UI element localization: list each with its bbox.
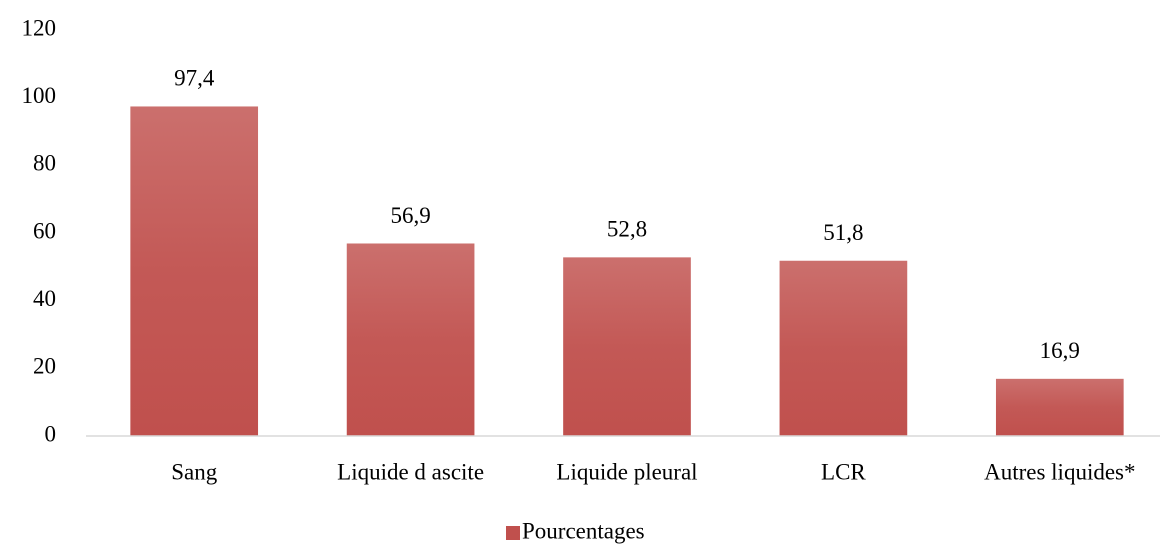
data-label: 52,8 [607, 217, 647, 242]
y-tick-label: 40 [33, 286, 56, 311]
y-tick-label: 60 [33, 218, 56, 243]
data-label: 51,8 [823, 220, 863, 245]
legend-label: Pourcentages [522, 518, 645, 543]
bar [346, 243, 475, 436]
y-tick-label: 20 [33, 354, 56, 379]
legend-swatch [506, 526, 520, 540]
data-label: 97,4 [174, 66, 215, 91]
x-tick-label: Liquide pleural [556, 459, 697, 484]
bar [563, 257, 691, 436]
bar [779, 260, 908, 436]
y-tick-label: 80 [33, 151, 56, 176]
x-tick-label: Liquide d ascite [337, 459, 484, 484]
x-tick-label: LCR [821, 459, 866, 484]
bar [995, 378, 1124, 436]
y-tick-label: 100 [22, 83, 57, 108]
data-label: 56,9 [390, 203, 430, 228]
x-tick-label: Sang [171, 459, 218, 484]
y-tick-label: 0 [45, 421, 57, 446]
y-tick-label: 120 [22, 15, 57, 40]
x-tick-label: Autres liquides* [984, 459, 1135, 484]
data-label: 16,9 [1040, 338, 1080, 363]
bar [130, 106, 259, 437]
